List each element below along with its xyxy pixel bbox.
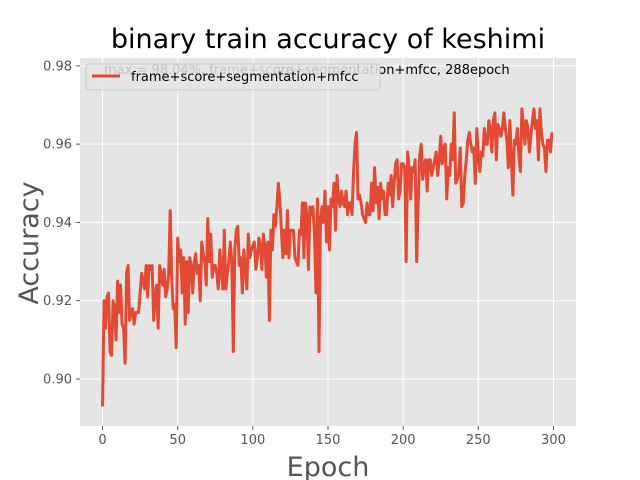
y-axis-title: Accuracy [14, 181, 45, 304]
y-tick-label: 0.90 [43, 373, 72, 388]
x-tick-label: 200 [391, 433, 416, 448]
y-tick-label: 0.98 [43, 59, 72, 74]
x-tick-label: 100 [240, 433, 265, 448]
x-tick-label: 250 [466, 433, 491, 448]
series-layer [101, 107, 554, 407]
y-tick-label: 0.96 [43, 138, 72, 153]
x-axis-title: Epoch [287, 452, 370, 480]
legend: frame+score+segmentation+mfcc [85, 63, 381, 91]
x-tick-label: 300 [541, 433, 566, 448]
legend-box [85, 63, 381, 91]
y-tick-label: 0.94 [43, 216, 72, 231]
x-tick-label: 150 [316, 433, 341, 448]
legend-label: frame+score+segmentation+mfcc [131, 70, 359, 85]
chart-title: binary train accuracy of keshimi [111, 24, 545, 55]
axis-ticks: 0 50 100 150 200 250 300 0.90 0.92 0.94 0.96 0.98 [43, 59, 566, 448]
x-tick-label: 0 [98, 433, 106, 448]
y-tick-label: 0.92 [43, 294, 72, 309]
series-line-0 [101, 107, 554, 407]
x-tick-label: 50 [169, 433, 186, 448]
